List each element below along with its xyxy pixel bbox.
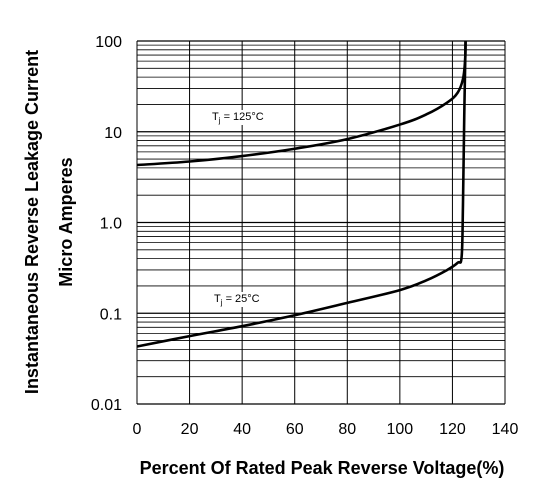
y-axis-tick-labels: 0.01 0.1 1.0 10 100 — [91, 34, 122, 414]
series-line-1 — [136, 40, 467, 348]
x-tick-label: 0 — [133, 421, 142, 438]
x-tick-label: 140 — [492, 421, 519, 438]
x-axis-tick-labels: 0 20 40 60 80 100 120 140 — [133, 421, 519, 438]
x-axis-title: Percent Of Rated Peak Reverse Voltage(%) — [140, 458, 505, 478]
x-tick-label: 20 — [181, 421, 199, 438]
x-tick-label: 80 — [338, 421, 356, 438]
y-tick-label: 1.0 — [100, 216, 122, 233]
grid-lines — [136, 40, 506, 405]
series-label-0: Tj = 125°C — [212, 111, 264, 125]
x-tick-label: 40 — [233, 421, 251, 438]
series-label-1: Tj = 25°C — [214, 293, 260, 307]
x-tick-label: 120 — [439, 421, 466, 438]
y-tick-label: 10 — [104, 125, 122, 142]
y-tick-label: 0.1 — [100, 306, 122, 323]
y-axis-title-line-2: Micro Amperes — [56, 157, 76, 286]
y-axis-title-line-1: Instantaneous Reverse Leakage Current — [22, 50, 42, 394]
series-label-background — [208, 110, 284, 125]
series-label-background — [210, 292, 286, 307]
series-line-0 — [136, 40, 467, 167]
x-tick-label: 100 — [387, 421, 414, 438]
x-tick-label: 60 — [286, 421, 304, 438]
series-labels: Tj = 125°C Tj = 25°C — [208, 110, 286, 307]
y-tick-label: 100 — [95, 34, 122, 51]
y-tick-label: 0.01 — [91, 397, 122, 414]
series-curves — [136, 40, 467, 348]
